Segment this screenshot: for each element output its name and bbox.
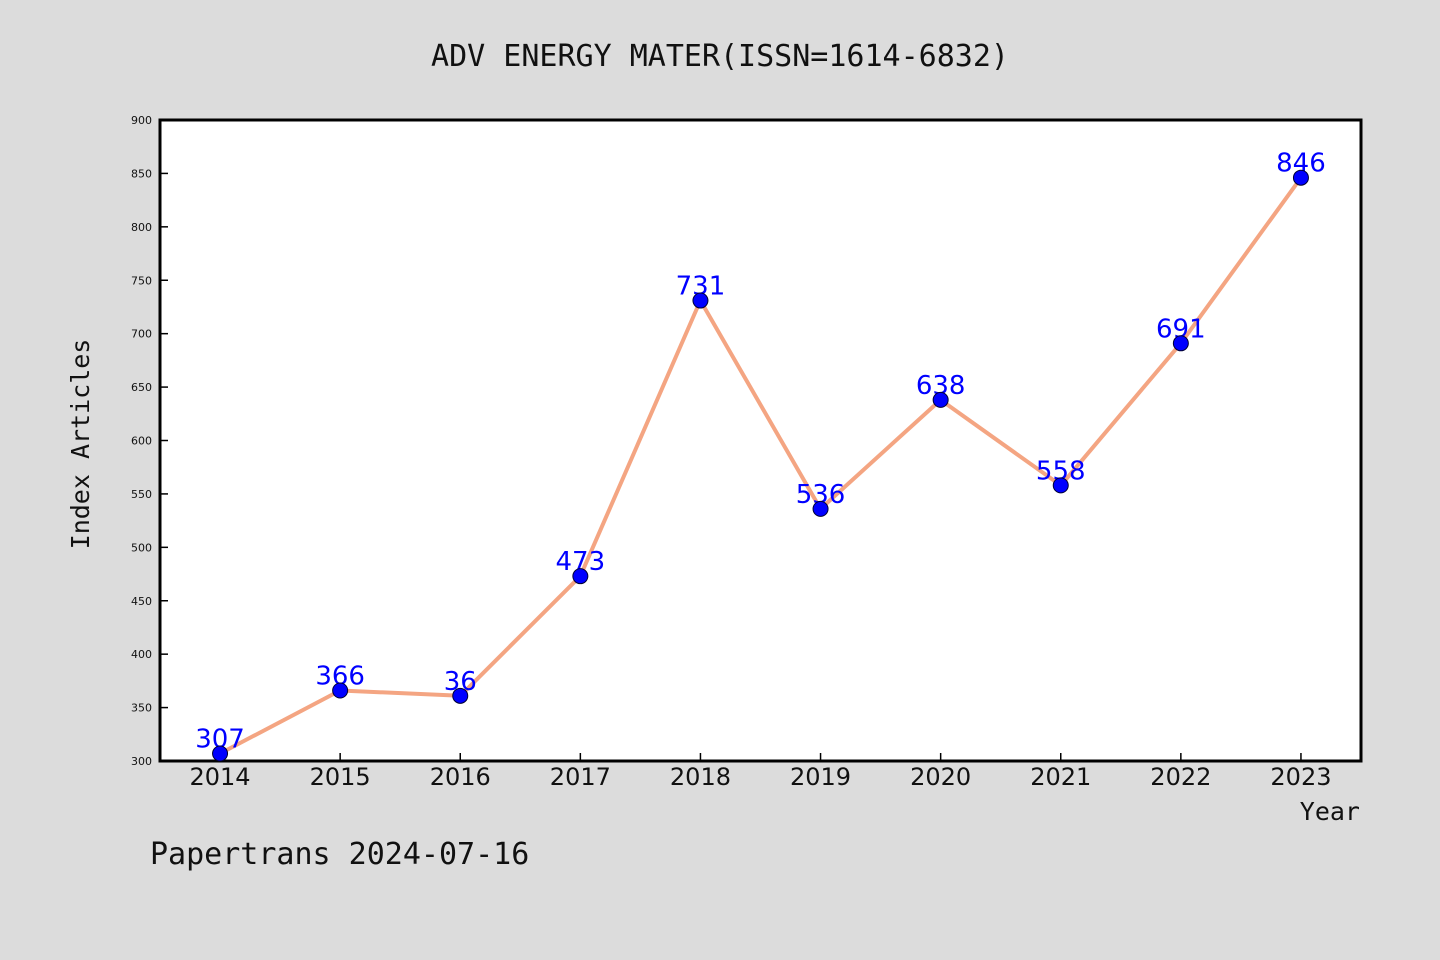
data-point bbox=[1292, 169, 1309, 186]
y-tick-label: 450 bbox=[131, 595, 152, 608]
data-point bbox=[1052, 477, 1069, 494]
y-axis-ticks: 300 350 400 450 500 550 600 650 700 750 800 850 900 bbox=[131, 114, 168, 768]
y-tick-label: 800 bbox=[131, 221, 152, 234]
x-tick-label: 2023 bbox=[1270, 763, 1331, 791]
footer-credit: Papertrans 2024-07-16 bbox=[150, 837, 529, 872]
x-tick-label: 2017 bbox=[550, 763, 611, 791]
y-tick-label: 900 bbox=[131, 114, 152, 127]
data-point bbox=[812, 500, 829, 517]
x-axis-ticks: 2014 2015 2016 2017 2018 2019 2020 2021 2022 2023 bbox=[190, 753, 1331, 791]
data-point bbox=[332, 682, 349, 699]
series-line bbox=[219, 176, 1303, 756]
y-tick-label: 650 bbox=[131, 381, 152, 394]
x-axis-label: Year bbox=[1300, 797, 1360, 826]
y-tick-label: 300 bbox=[131, 755, 152, 768]
x-tick-label: 2015 bbox=[310, 763, 371, 791]
y-tick-label: 600 bbox=[131, 435, 152, 448]
y-axis-label: Index Articles bbox=[66, 339, 95, 550]
x-tick-label: 2018 bbox=[670, 763, 731, 791]
y-tick-label: 500 bbox=[131, 541, 152, 554]
y-tick-label: 550 bbox=[131, 488, 152, 501]
x-tick-label: 2020 bbox=[910, 763, 971, 791]
data-point bbox=[692, 292, 709, 309]
data-point bbox=[1172, 335, 1189, 352]
data-point bbox=[572, 568, 589, 585]
x-tick-label: 2016 bbox=[430, 763, 491, 791]
plot-area bbox=[158, 118, 1363, 763]
y-tick-label: 850 bbox=[131, 167, 152, 180]
x-tick-label: 2022 bbox=[1150, 763, 1211, 791]
y-tick-label: 350 bbox=[131, 702, 152, 715]
y-tick-label: 750 bbox=[131, 274, 152, 287]
y-tick-label: 400 bbox=[131, 648, 152, 661]
data-point bbox=[452, 687, 469, 704]
data-point bbox=[932, 391, 949, 408]
y-tick-label: 700 bbox=[131, 328, 152, 341]
x-tick-label: 2019 bbox=[790, 763, 851, 791]
chart-title: ADV ENERGY MATER(ISSN=1614-6832) bbox=[431, 39, 1009, 74]
x-tick-label: 2021 bbox=[1030, 763, 1091, 791]
data-point bbox=[212, 745, 229, 762]
x-tick-label: 2014 bbox=[190, 763, 251, 791]
